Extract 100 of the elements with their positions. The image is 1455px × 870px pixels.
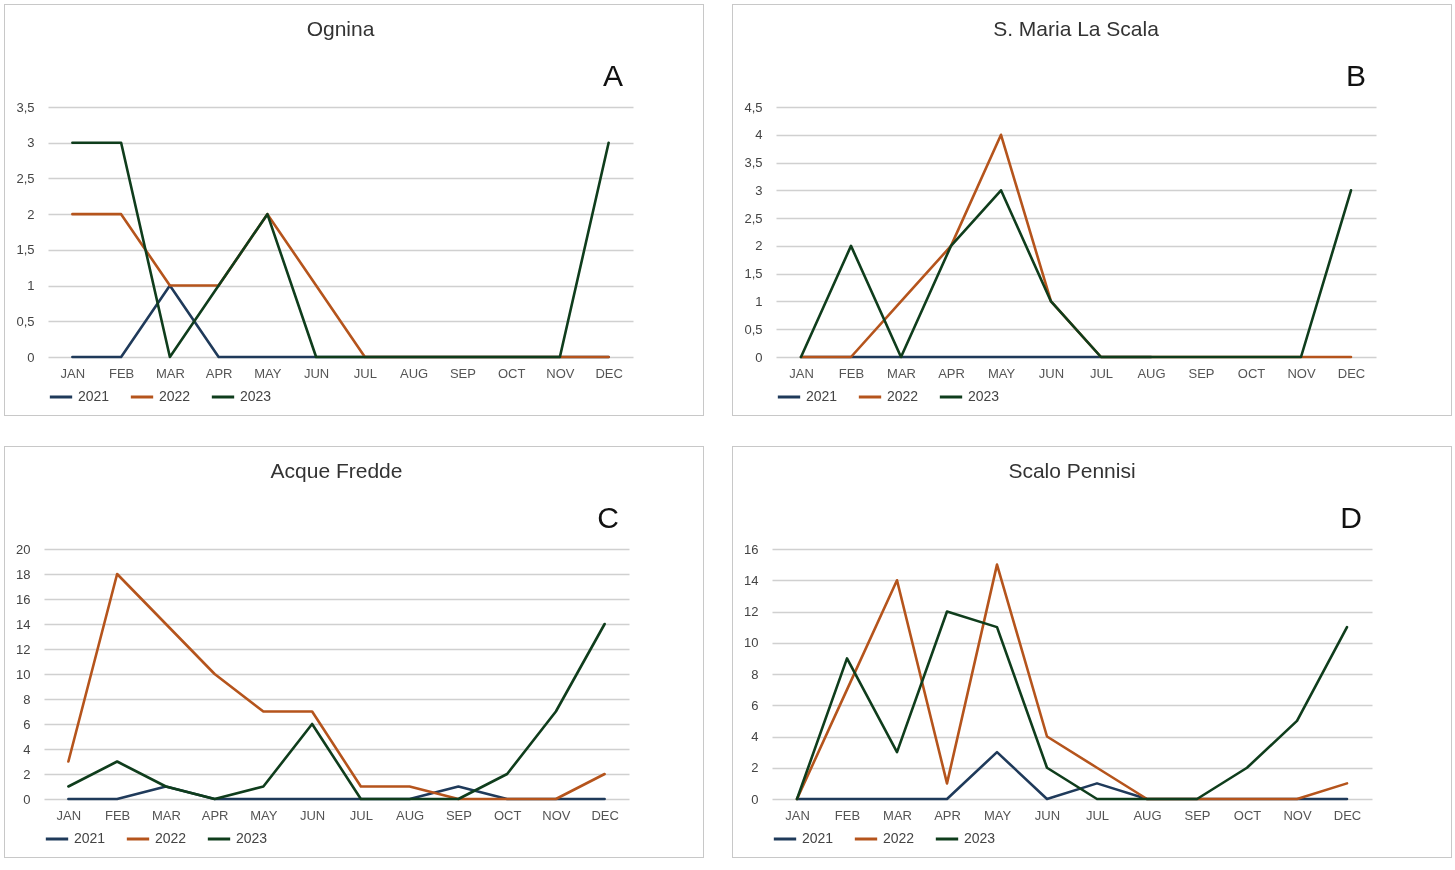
y-tick-label: 12 xyxy=(16,641,31,657)
y-tick-label: 4,5 xyxy=(744,99,763,115)
y-tick-label: 0 xyxy=(27,349,35,365)
y-tick-label: 0 xyxy=(755,349,763,365)
line-series xyxy=(67,622,606,801)
x-tick-label: MAY xyxy=(254,365,282,381)
y-tick-label: 18 xyxy=(16,566,31,582)
legend-label: 2023 xyxy=(236,830,268,846)
legend-label: 2021 xyxy=(802,830,834,846)
y-tick-label: 6 xyxy=(751,697,759,713)
x-tick-label: FEB xyxy=(838,365,865,381)
legend-label: 2023 xyxy=(964,830,996,846)
text: C xyxy=(597,501,619,534)
x-tick-label: OCT xyxy=(493,807,522,823)
y-tick-label: 1,5 xyxy=(744,266,763,282)
y-tick-label: 14 xyxy=(744,572,759,588)
x-tick-label: JUN xyxy=(1038,365,1065,381)
x-tick-label: JUL xyxy=(1085,807,1110,823)
y-tick-label: 2,5 xyxy=(16,170,35,186)
x-tick-label: MAR xyxy=(151,807,181,823)
y-tick-label: 2 xyxy=(27,206,35,222)
text: B xyxy=(1345,59,1366,92)
y-tick-label: 4 xyxy=(751,729,759,744)
x-tick-label: MAR xyxy=(883,807,912,823)
x-tick-label: AUG xyxy=(396,807,425,823)
x-tick-label: JUN xyxy=(299,807,326,823)
y-tick-label: 3,5 xyxy=(744,155,763,171)
chart-title: Ognina xyxy=(306,17,375,40)
legend-label: 2022 xyxy=(155,830,187,846)
x-tick-label: OCT xyxy=(1237,365,1266,381)
x-tick-label: MAY xyxy=(983,807,1012,823)
x-tick-label: FEB xyxy=(104,807,131,823)
y-tick-label: 20 xyxy=(16,541,31,557)
x-tick-label: OCT xyxy=(1233,807,1262,823)
legend-label: 2022 xyxy=(883,830,915,846)
y-tick-label: 16 xyxy=(744,541,759,557)
legend-label: 2023 xyxy=(240,388,272,404)
x-tick-label: SEP xyxy=(1188,365,1215,381)
x-tick-label: JAN xyxy=(60,365,86,381)
chart-title: Scalo Pennisi xyxy=(1008,459,1136,482)
x-tick-label: MAY xyxy=(987,365,1016,381)
text: A xyxy=(602,59,623,92)
legend-label: 2022 xyxy=(159,388,191,404)
y-tick-label: 2,5 xyxy=(744,210,763,226)
x-tick-label: DEC xyxy=(591,807,619,823)
y-tick-label: 1 xyxy=(27,278,35,294)
y-tick-label: 0 xyxy=(751,791,759,807)
x-tick-label: AUG xyxy=(400,365,429,381)
x-tick-label: JUL xyxy=(1089,365,1114,381)
x-tick-label: NOV xyxy=(1287,365,1316,381)
y-tick-label: 3 xyxy=(755,182,763,198)
x-tick-label: AUG xyxy=(1137,365,1166,381)
x-tick-label: APR xyxy=(201,807,229,823)
x-tick-label: APR xyxy=(934,807,961,823)
y-tick-label: 4 xyxy=(23,741,31,757)
x-tick-label: FEB xyxy=(108,365,135,381)
x-tick-label: APR xyxy=(938,365,965,381)
y-tick-label: 0,5 xyxy=(16,313,35,329)
x-tick-label: MAY xyxy=(250,807,278,823)
legend-label: 2023 xyxy=(968,388,1000,404)
y-tick-label: 3 xyxy=(27,135,35,151)
x-tick-label: MAR xyxy=(887,365,916,381)
y-tick-label: 14 xyxy=(16,616,31,632)
x-tick-label: MAR xyxy=(155,365,185,381)
y-tick-label: 8 xyxy=(23,691,31,707)
x-tick-label: JUN xyxy=(303,365,330,381)
y-tick-label: 1 xyxy=(755,293,763,309)
y-tick-label: 0,5 xyxy=(744,321,763,337)
y-tick-label: 1,5 xyxy=(16,242,35,258)
x-tick-label: NOV xyxy=(1283,807,1312,823)
legend-label: 2021 xyxy=(74,830,106,846)
x-tick-label: AUG xyxy=(1133,807,1162,823)
x-tick-label: SEP xyxy=(449,365,476,381)
y-tick-label: 10 xyxy=(16,666,31,682)
x-tick-label: JUL xyxy=(353,365,377,381)
x-tick-label: DEC xyxy=(1333,807,1362,823)
line-series xyxy=(71,141,610,359)
x-tick-label: SEP xyxy=(445,807,472,823)
x-tick-label: DEC xyxy=(1337,365,1366,381)
legend-label: 2021 xyxy=(806,388,838,404)
x-tick-label: OCT xyxy=(497,365,526,381)
y-tick-label: 16 xyxy=(16,591,31,607)
x-tick-label: JAN xyxy=(789,365,814,381)
y-tick-label: 12 xyxy=(744,604,759,619)
line-series xyxy=(799,189,1353,359)
text: D xyxy=(1340,501,1362,534)
x-tick-label: NOV xyxy=(542,807,571,823)
x-tick-label: APR xyxy=(205,365,233,381)
x-tick-label: SEP xyxy=(1184,807,1211,823)
x-tick-label: NOV xyxy=(546,365,575,381)
legend-label: 2021 xyxy=(78,388,110,404)
y-tick-label: 6 xyxy=(23,716,31,732)
legend-label: 2022 xyxy=(887,388,919,404)
x-tick-label: JAN xyxy=(785,807,810,823)
y-tick-label: 2 xyxy=(755,238,763,254)
y-tick-label: 3,5 xyxy=(16,99,35,115)
x-tick-label: DEC xyxy=(595,365,623,381)
x-tick-label: JUN xyxy=(1034,807,1061,823)
chart-title: S. Maria La Scala xyxy=(993,17,1160,40)
y-tick-label: 2 xyxy=(751,760,759,776)
